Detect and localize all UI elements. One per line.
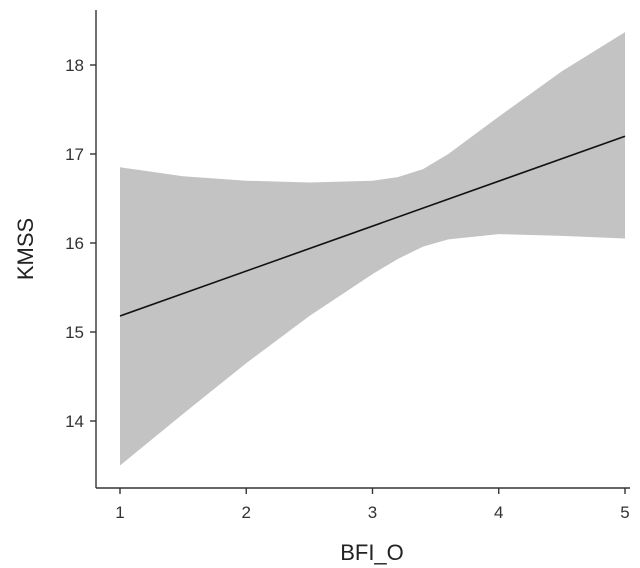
y-tick-label: 15 <box>65 323 84 342</box>
y-tick-label: 17 <box>65 145 84 164</box>
x-axis-title: BFI_O <box>340 540 404 565</box>
x-tick-label: 5 <box>620 503 629 522</box>
y-axis-title: KMSS <box>13 218 38 280</box>
y-tick-label: 16 <box>65 234 84 253</box>
x-tick-label: 2 <box>242 503 251 522</box>
y-tick-label: 18 <box>65 56 84 75</box>
x-tick-label: 3 <box>368 503 377 522</box>
x-tick-label: 1 <box>115 503 124 522</box>
y-tick-label: 14 <box>65 412 84 431</box>
regression-line <box>119 135 626 317</box>
confidence-band <box>120 32 625 466</box>
x-tick-label: 4 <box>494 503 503 522</box>
